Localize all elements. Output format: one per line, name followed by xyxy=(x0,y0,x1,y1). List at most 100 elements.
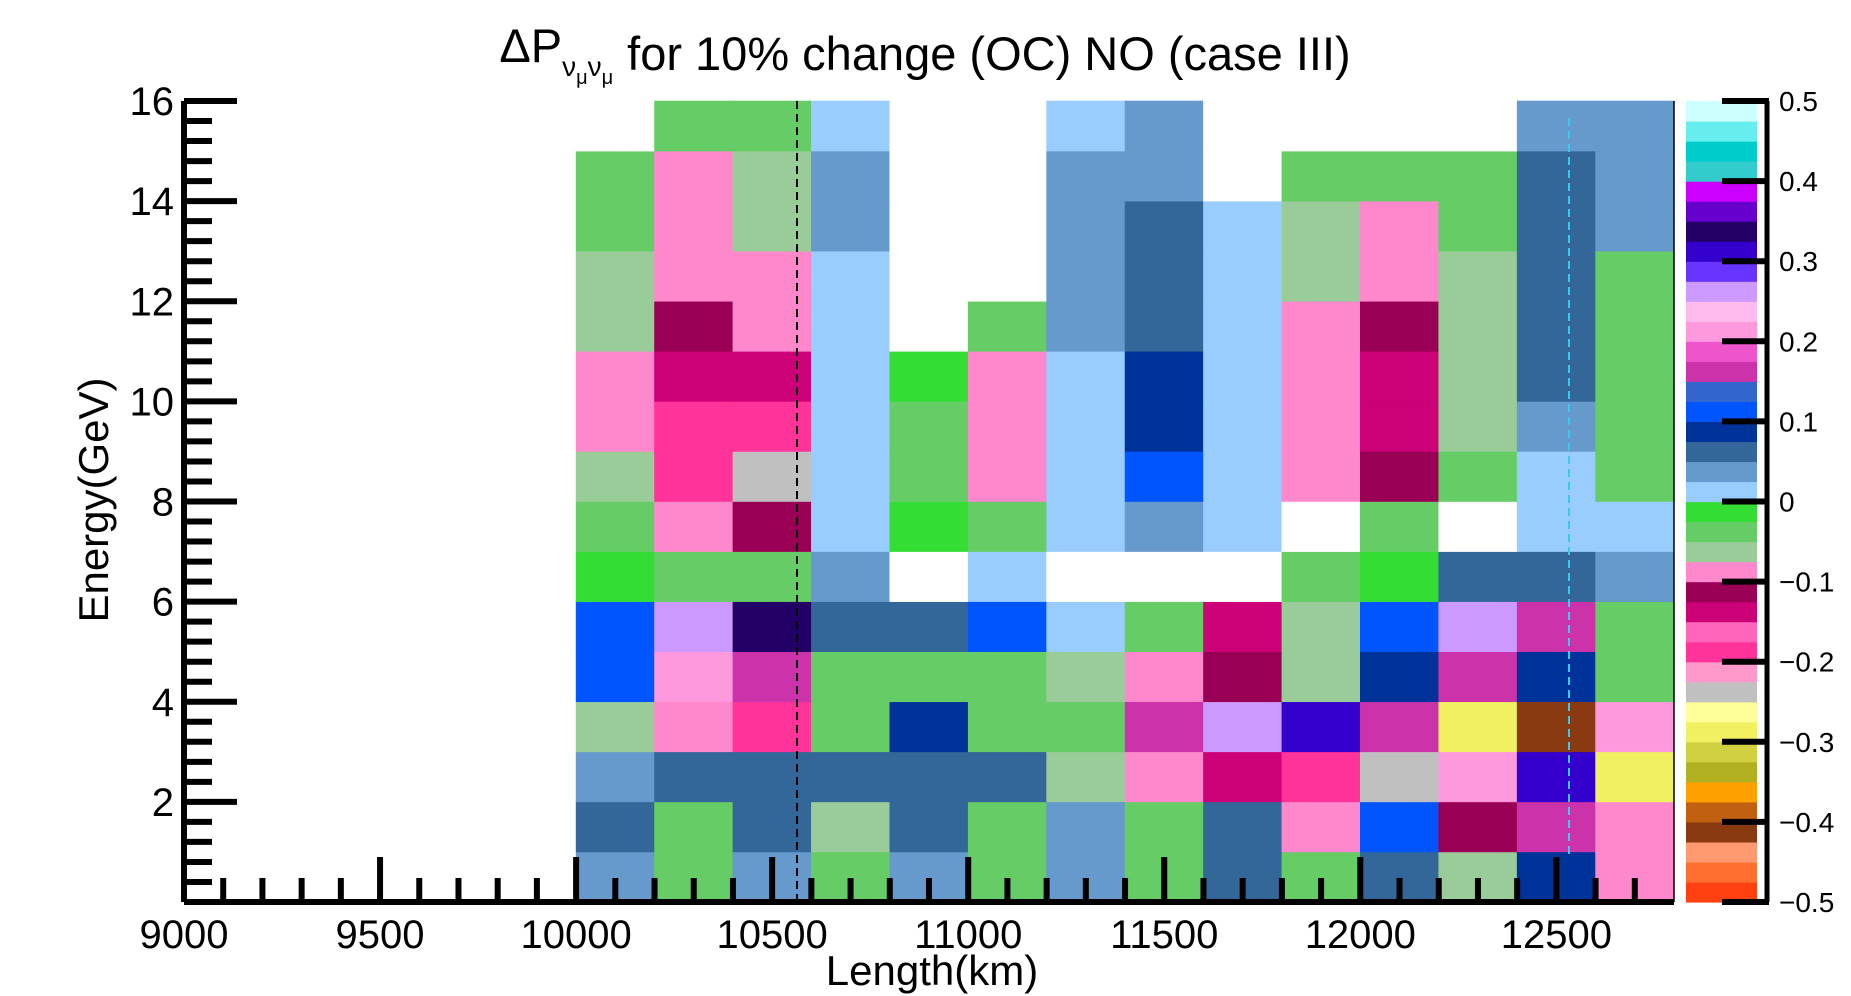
colorbar-swatch xyxy=(1686,201,1757,222)
heatmap-cell xyxy=(1281,701,1361,753)
heatmap-cell xyxy=(889,200,969,252)
colorbar-tick-label: −0.4 xyxy=(1779,807,1834,838)
x-tick-label: 11000 xyxy=(914,913,1022,957)
heatmap-cell xyxy=(1360,701,1440,753)
heatmap-cell xyxy=(732,801,812,853)
heatmap-cell xyxy=(1046,801,1126,853)
heatmap-cell xyxy=(575,551,655,602)
heatmap-cell xyxy=(1595,351,1675,402)
heatmap-cell xyxy=(732,501,812,552)
heatmap-cell xyxy=(811,200,891,252)
heatmap-cell xyxy=(1438,100,1518,152)
heatmap-cell xyxy=(575,451,655,502)
colorbar-swatch xyxy=(1686,281,1757,302)
heatmap-cell xyxy=(654,601,734,652)
heatmap-cell xyxy=(1203,100,1283,152)
heatmap-cell xyxy=(1438,200,1518,252)
heatmap-cell xyxy=(1360,451,1440,502)
heatmap-cell xyxy=(1516,651,1596,703)
heatmap-cell xyxy=(575,401,655,452)
colorbar-tick-label: 0 xyxy=(1779,487,1795,518)
colorbar-swatch xyxy=(1686,261,1757,282)
heatmap-cell xyxy=(1516,601,1596,652)
colorbar-tick-label: −0.1 xyxy=(1779,567,1834,598)
heatmap-cell xyxy=(1281,351,1361,402)
heatmap-cell xyxy=(1046,250,1126,302)
heatmap-cell xyxy=(889,551,969,602)
heatmap-cell xyxy=(889,250,969,302)
heatmap-cell xyxy=(654,501,734,552)
heatmap-cell xyxy=(1281,801,1361,853)
heatmap-cell xyxy=(811,601,891,652)
colorbar-tick-label: −0.5 xyxy=(1779,887,1834,918)
heatmap-cell xyxy=(1046,701,1126,753)
heatmap-cell xyxy=(1360,551,1440,602)
heatmap-cell xyxy=(1281,601,1361,652)
heatmap-cell xyxy=(575,200,655,252)
heatmap-cell xyxy=(575,751,655,803)
heatmap-cell xyxy=(732,701,812,753)
heatmap-cell xyxy=(1124,601,1204,652)
heatmap-cell xyxy=(889,351,969,402)
heatmap-cell xyxy=(575,351,655,402)
heatmap-cell xyxy=(967,751,1047,803)
heatmap-cell xyxy=(967,100,1047,152)
heatmap-cell xyxy=(1124,501,1204,552)
colorbar-swatch xyxy=(1686,121,1757,142)
heatmap-cell xyxy=(811,451,891,502)
heatmap-cell xyxy=(1124,451,1204,502)
heatmap-cell xyxy=(967,300,1047,352)
heatmap-cell xyxy=(1438,150,1518,202)
heatmap-cell xyxy=(654,451,734,502)
heatmap-cell xyxy=(1046,150,1126,202)
heatmap-cell xyxy=(1438,451,1518,502)
heatmap-cell xyxy=(1203,200,1283,252)
heatmap-cell xyxy=(1281,150,1361,202)
heatmap-cell xyxy=(967,351,1047,402)
heatmap-cell xyxy=(1438,751,1518,803)
heatmap-cell xyxy=(1595,200,1675,252)
heatmap-cell xyxy=(1203,651,1283,703)
heatmap-cell xyxy=(1595,801,1675,853)
colorbar-swatch xyxy=(1686,141,1757,162)
heatmap-cell xyxy=(1516,801,1596,853)
heatmap-cell xyxy=(1281,200,1361,252)
colorbar-swatch xyxy=(1686,461,1757,483)
colorbar-swatch xyxy=(1686,741,1757,763)
axes: 2 4 6 8 10 12 14 16 9000 9500 10000 10500 11000 11500… xyxy=(130,80,1835,957)
heatmap-cell xyxy=(1516,250,1596,302)
heatmap-cell xyxy=(1438,601,1518,652)
colorbar-swatch xyxy=(1686,701,1757,723)
heatmap-cell xyxy=(1124,300,1204,352)
heatmap-cell xyxy=(1281,401,1361,452)
heatmap-cell xyxy=(654,751,734,803)
heatmap-cell xyxy=(1203,701,1283,753)
heatmap-cell xyxy=(654,150,734,202)
heatmap-cell xyxy=(1360,250,1440,302)
heatmap-cell xyxy=(889,451,969,502)
heatmap-cell xyxy=(654,551,734,602)
heatmap-cell xyxy=(1046,351,1126,402)
heatmap-cell xyxy=(1203,751,1283,803)
heatmap xyxy=(575,100,1675,903)
y-tick-label: 14 xyxy=(130,180,175,224)
heatmap-cell xyxy=(811,551,891,602)
heatmap-cell xyxy=(1595,250,1675,302)
colorbar-tick-label: −0.2 xyxy=(1779,647,1834,678)
heatmap-cell xyxy=(1124,701,1204,753)
heatmap-cell xyxy=(1203,551,1283,602)
heatmap-cell xyxy=(889,300,969,352)
heatmap-cell xyxy=(1281,501,1361,552)
heatmap-cell xyxy=(811,401,891,452)
heatmap-cell xyxy=(1124,351,1204,402)
colorbar-swatch xyxy=(1686,661,1757,683)
heatmap-cell xyxy=(575,300,655,352)
heatmap-cell xyxy=(1516,401,1596,452)
colorbar-swatch xyxy=(1686,501,1757,523)
heatmap-cell xyxy=(1595,701,1675,753)
heatmap-cell xyxy=(1046,100,1126,152)
heatmap-cell xyxy=(889,651,969,703)
heatmap-cell xyxy=(1595,150,1675,202)
heatmap-cell xyxy=(811,300,891,352)
heatmap-cell xyxy=(889,401,969,452)
